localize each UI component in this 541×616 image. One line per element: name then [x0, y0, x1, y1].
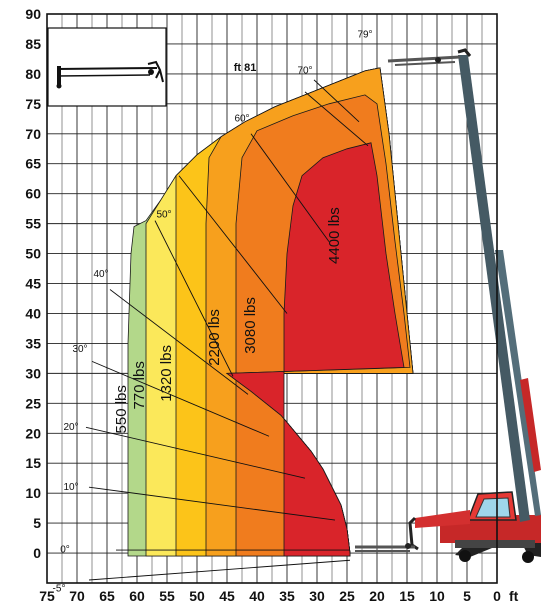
boom-angle-line [91, 360, 270, 437]
boom-angle-line [250, 133, 330, 242]
boom-angle-line [178, 175, 288, 314]
y-tick-label: 35 [25, 335, 41, 351]
x-tick-label: 20 [369, 588, 385, 604]
x-tick-label: 60 [129, 588, 145, 604]
wheel-left [459, 550, 471, 562]
boom-lowered [415, 510, 470, 528]
angle-label: 10° [63, 482, 78, 493]
x-tick-label: 75 [39, 588, 55, 604]
angle-label: 0° [60, 545, 70, 556]
y-tick-label: 25 [25, 395, 41, 411]
zone-label: 3080 lbs [242, 297, 259, 354]
boom-raised-fork [387, 55, 461, 63]
angle-label: 20° [63, 422, 78, 433]
boom-raised-head [457, 48, 472, 57]
x-tick-label: 55 [159, 588, 175, 604]
y-tick-label: 0 [33, 545, 41, 561]
attachment-inset [47, 27, 167, 107]
boom-raised-fork-2 [394, 61, 456, 66]
inset-pin [56, 83, 62, 89]
y-tick-label: 90 [25, 6, 41, 22]
inset-boom-2 [56, 74, 151, 77]
telehandler-illustration [355, 48, 541, 563]
machine-base [455, 540, 535, 548]
y-tick-label: 10 [25, 485, 41, 501]
x-tick-label: 40 [249, 588, 265, 604]
angle-label: 79° [357, 30, 372, 41]
boom-angle-line [154, 220, 234, 377]
zone-label: 1320 lbs [158, 345, 175, 402]
inset-boom [56, 67, 158, 70]
load-zones [127, 67, 414, 557]
y-tick-label: 30 [25, 365, 41, 381]
boom-angle-line [85, 426, 306, 479]
y-tick-label: 75 [25, 96, 41, 112]
y-tick-label: 20 [25, 425, 41, 441]
zone-label: 770 lbs [131, 361, 148, 409]
y-tick-label: 50 [25, 246, 41, 262]
y-tick-label: 15 [25, 455, 41, 471]
inset-post [57, 66, 61, 86]
x-unit-label: ft [509, 588, 519, 604]
x-tick-label: 65 [99, 588, 115, 604]
x-tick-label: 45 [219, 588, 235, 604]
angle-label: -5° [53, 584, 66, 595]
angle-label: 30° [72, 344, 87, 355]
zone-label: 550 lbs [113, 385, 130, 433]
load-zone-6 [225, 142, 405, 557]
x-tick-label: 10 [429, 588, 445, 604]
y-tick-label: 40 [25, 305, 41, 321]
boom-angle-line [88, 559, 351, 581]
y-tick-label: 45 [25, 276, 41, 292]
y-tick-label: 55 [25, 216, 41, 232]
inset-fork-icon [147, 60, 164, 83]
angle-label: 40° [93, 269, 108, 280]
y-tick-label: 65 [25, 156, 41, 172]
boom-raised-outer [495, 250, 541, 516]
angle-label: 50° [156, 209, 171, 220]
inset-box [47, 27, 167, 107]
zone-label: 2200 lbs [206, 309, 223, 366]
y-tick-label: 85 [25, 36, 41, 52]
x-tick-label: 35 [279, 588, 295, 604]
chart-labels: -5° 0° 10° 20° 30° 40° 50° 60° 70° 79° ft 81 550 lb… [53, 30, 373, 595]
x-tick-label: 15 [399, 588, 415, 604]
boom-angle-lines [85, 79, 369, 581]
angle-label: 70° [297, 66, 312, 77]
x-tick-label: 70 [69, 588, 85, 604]
y-tick-label: 70 [25, 126, 41, 142]
boom-angle-line [109, 289, 249, 395]
boom-angle-line [313, 79, 360, 123]
y-tick-label: 60 [25, 186, 41, 202]
inset-fork-pin [148, 69, 154, 75]
max-height-label: ft 81 [234, 62, 257, 74]
boom-lowered-pin [405, 543, 411, 549]
boom-raised-red [520, 378, 541, 472]
boom-raised-pin [435, 57, 441, 63]
x-tick-label: 30 [309, 588, 325, 604]
angle-label: 60° [234, 113, 249, 124]
wheel-right [522, 551, 534, 563]
y-tick-label: 80 [25, 66, 41, 82]
x-tick-label: 50 [189, 588, 205, 604]
y-tick-label: 5 [33, 515, 41, 531]
x-tick-label: 5 [463, 588, 471, 604]
cab-window [475, 497, 511, 518]
x-tick-label: 0 [493, 588, 501, 604]
boom-raised-inner [458, 55, 530, 522]
zone-label: 4400 lbs [326, 207, 343, 264]
x-tick-label: 25 [339, 588, 355, 604]
boom-angle-line [304, 91, 369, 147]
boom-angle-line [88, 486, 336, 521]
plot-frame [46, 13, 498, 584]
